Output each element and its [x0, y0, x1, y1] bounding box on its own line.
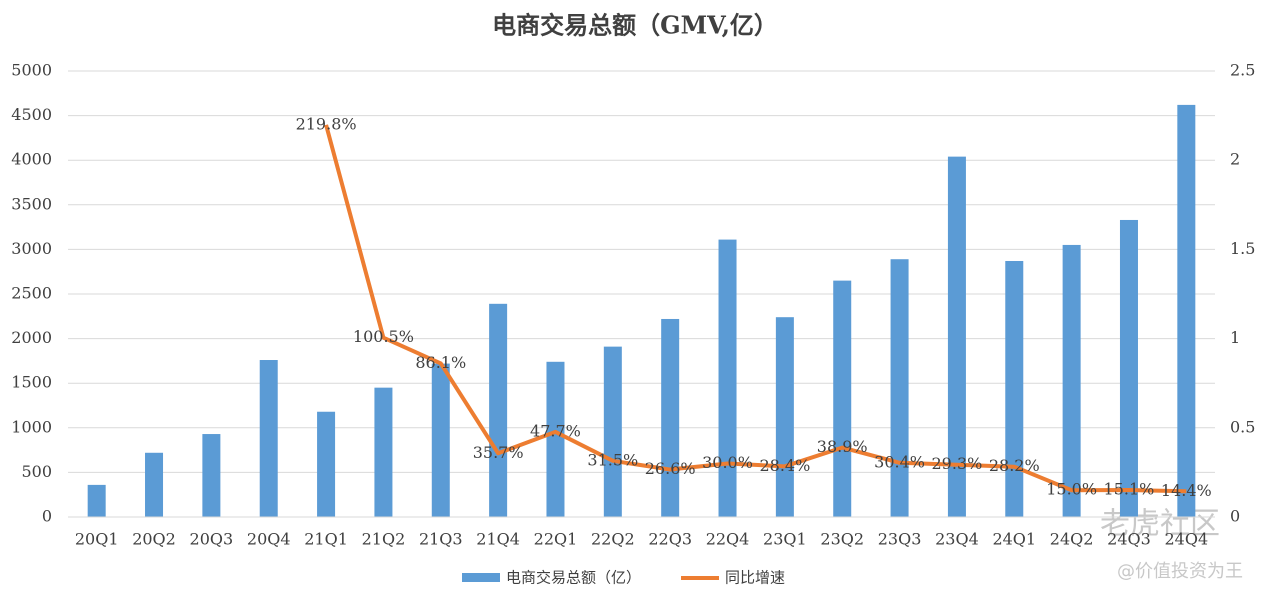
- chart-title: 电商交易总额（GMV,亿）: [492, 11, 778, 40]
- y-tick-label: 3000: [11, 239, 52, 258]
- x-tick-label: 23Q3: [878, 530, 922, 549]
- x-tick-label: 20Q4: [247, 530, 291, 549]
- x-tick-label: 22Q4: [706, 530, 750, 549]
- y2-tick-label: 2: [1230, 150, 1240, 169]
- data-label: 219.8%: [296, 114, 357, 133]
- data-label: 35.7%: [473, 443, 524, 462]
- y-tick-label: 3500: [11, 194, 52, 213]
- x-tick-label: 21Q3: [419, 530, 463, 549]
- y-tick-label: 5000: [11, 61, 52, 80]
- data-label: 100.5%: [353, 327, 414, 346]
- x-tick-label: 22Q3: [648, 530, 692, 549]
- x-tick-label: 23Q1: [763, 530, 807, 549]
- bar: [947, 156, 966, 517]
- data-label: 26.6%: [645, 459, 696, 478]
- x-tick-label: 24Q2: [1050, 530, 1094, 549]
- bar: [833, 280, 852, 517]
- y-tick-label: 500: [21, 462, 52, 481]
- data-label: 31.5%: [587, 450, 638, 469]
- watermark: @价值投资为王: [1117, 561, 1243, 582]
- bar: [1119, 219, 1138, 518]
- y-tick-label: 4500: [11, 105, 52, 124]
- data-label: 15.0%: [1046, 480, 1097, 499]
- x-tick-label: 22Q1: [534, 530, 578, 549]
- y-tick-label: 2500: [11, 284, 52, 303]
- data-label: 28.4%: [759, 456, 810, 475]
- x-tick-label: 20Q2: [132, 530, 176, 549]
- data-label: 28.2%: [989, 456, 1040, 475]
- bar: [890, 259, 909, 517]
- y-tick-label: 4000: [11, 150, 52, 169]
- legend-swatch: [462, 573, 500, 582]
- x-tick-label: 21Q4: [476, 530, 520, 549]
- data-label: 30.0%: [702, 453, 753, 472]
- x-tick-label: 23Q2: [820, 530, 864, 549]
- y2-tick-label: 2.5: [1230, 61, 1255, 80]
- bar: [1005, 260, 1024, 517]
- x-tick-label: 21Q1: [304, 530, 348, 549]
- bar: [775, 317, 794, 517]
- x-tick-label: 24Q1: [992, 530, 1036, 549]
- x-tick-label: 20Q3: [190, 530, 234, 549]
- data-label: 86.1%: [415, 353, 466, 372]
- x-tick-label: 21Q2: [362, 530, 406, 549]
- y2-tick-label: 0: [1230, 507, 1240, 526]
- bar: [718, 239, 737, 517]
- x-tick-label: 24Q3: [1107, 530, 1151, 549]
- bar: [1062, 244, 1081, 517]
- bar: [202, 434, 221, 517]
- bar: [317, 411, 336, 517]
- data-label: 30.4%: [874, 452, 925, 471]
- bar: [374, 387, 393, 517]
- y2-tick-label: 1.5: [1230, 239, 1255, 258]
- y-tick-label: 2000: [11, 328, 52, 347]
- bar: [603, 346, 622, 517]
- bar: [259, 360, 278, 517]
- line: [324, 124, 1187, 494]
- y-tick-label: 1500: [11, 373, 52, 392]
- x-tick-label: 23Q4: [935, 530, 979, 549]
- bar: [546, 361, 565, 517]
- x-tick-label: 24Q4: [1164, 530, 1208, 549]
- y2-tick-label: 1: [1230, 328, 1240, 347]
- bar: [87, 484, 106, 517]
- bar: [1177, 104, 1196, 517]
- data-label: 47.7%: [530, 421, 581, 440]
- legend-label: 电商交易总额（亿）: [506, 569, 641, 587]
- bar: [431, 363, 450, 517]
- y-tick-label: 1000: [11, 417, 52, 436]
- y-tick-label: 0: [42, 507, 52, 526]
- legend-label: 同比增速: [725, 569, 785, 587]
- bar: [489, 303, 508, 517]
- data-label: 15.1%: [1104, 480, 1155, 499]
- data-label: 29.3%: [932, 454, 983, 473]
- bar: [145, 452, 164, 517]
- bar: [661, 318, 680, 517]
- y2-tick-label: 0.5: [1230, 417, 1255, 436]
- x-tick-label: 22Q2: [591, 530, 635, 549]
- data-label: 14.4%: [1161, 481, 1212, 500]
- data-label: 38.9%: [817, 437, 868, 456]
- x-tick-label: 20Q1: [75, 530, 119, 549]
